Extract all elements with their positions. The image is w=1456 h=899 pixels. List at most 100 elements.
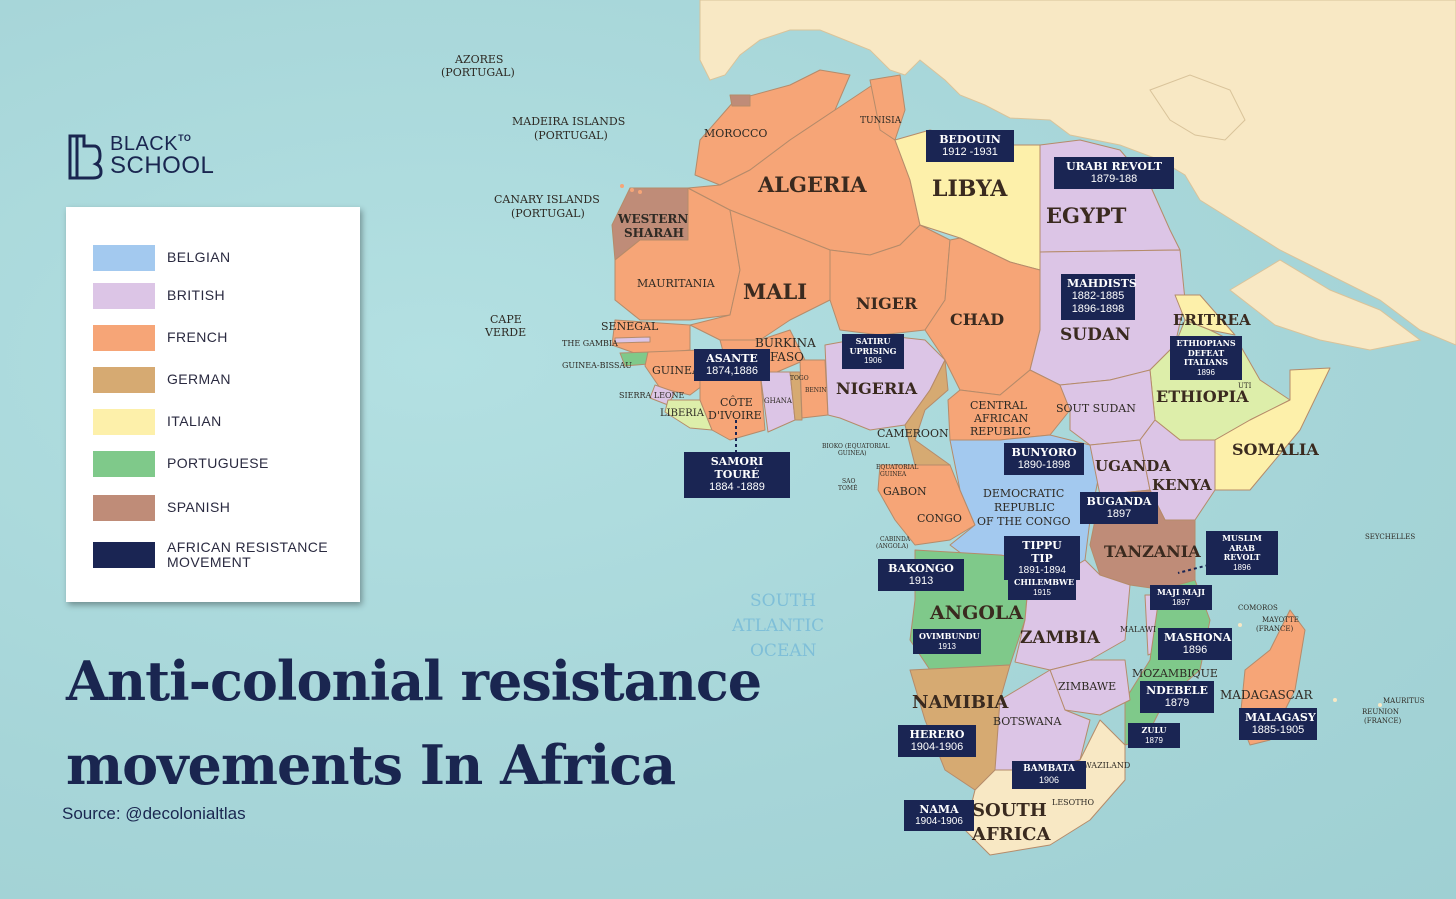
label-canary-1: CANARY ISLANDS — [494, 193, 600, 206]
logo-school: SCHOOL — [110, 152, 215, 179]
liberia-region — [664, 399, 713, 431]
label-morocco: MOROCCO — [704, 127, 767, 140]
legend-swatch — [93, 451, 155, 477]
label-somalia: SOMALIA — [1232, 440, 1319, 459]
label-congo: CONGO — [917, 512, 962, 525]
legend-label: BELGIAN — [167, 249, 231, 266]
label-gabon: GABON — [883, 485, 927, 498]
label-guinea: GUINEA — [652, 364, 701, 377]
resistance-box-bakongo: BAKONGO 1913 — [878, 559, 964, 592]
label-mayotte-2: (FRANCE) — [1256, 625, 1294, 633]
resistance-box-maji-maji: MAJI MAJI 1897 — [1150, 585, 1212, 611]
book-logo-icon — [68, 134, 103, 180]
logo-to: TO — [178, 133, 192, 143]
legend-swatch — [93, 409, 155, 435]
label-eq-guinea-2: GUINEA — [880, 471, 907, 478]
resistance-box-muslim-arab: MUSLIM ARAB REVOLT 1896 — [1206, 531, 1278, 576]
resistance-box-nama: NAMA 1904-1906 — [904, 800, 974, 832]
label-canary-2: (PORTUGAL) — [511, 207, 585, 220]
label-cote-2: D'IVOIRE — [708, 409, 762, 422]
label-eritrea: ERITREA — [1173, 311, 1251, 329]
label-angola: ANGOLA — [929, 602, 1023, 624]
resistance-box-satiru: SATIRU UPRISING 1906 — [842, 334, 904, 369]
small-labels: MOROCCO TUNISIA MAURITANIA WESTERN SHARA… — [441, 53, 1425, 807]
legend-label: FRENCH — [167, 329, 228, 346]
label-nigeria: NIGERIA — [836, 379, 918, 398]
eurasia-landmass — [699, 0, 1456, 351]
resistance-box-buganda: BUGANDA 1897 — [1080, 492, 1158, 525]
label-azores-2: (PORTUGAL) — [441, 66, 515, 79]
togo-region — [789, 371, 803, 421]
svg-text:SOUTH: SOUTH — [750, 591, 816, 611]
label-uganda: UGANDA — [1095, 457, 1171, 475]
gabon-congo-region — [877, 464, 976, 546]
country-labels: ALGERIA LIBYA EGYPT MALI NIGER CHAD SUDA… — [743, 172, 1319, 845]
label-eq-guinea-1: EQUATORIAL — [876, 464, 918, 471]
label-libya: LIBYA — [932, 176, 1008, 202]
legend-label: ITALIAN — [167, 413, 222, 430]
legend-swatch — [93, 245, 155, 271]
label-comoros: COMOROS — [1238, 604, 1278, 612]
label-cape-verde-1: CAPE — [490, 313, 522, 326]
label-cote-1: CÔTE — [720, 395, 753, 409]
label-ghana: GHANA — [764, 397, 793, 405]
label-western-sahara-1: WESTERN — [617, 212, 688, 226]
label-madeira-1: MADEIRA ISLANDS — [512, 115, 625, 128]
label-drc-3: OF THE CONGO — [977, 515, 1070, 528]
label-drc-2: REPUBLIC — [994, 501, 1055, 514]
legend-swatch — [93, 495, 155, 521]
resistance-box-bambata: BAMBATA 1906 — [1012, 761, 1086, 789]
label-niger: NIGER — [856, 294, 918, 313]
label-car-2: AFRICAN — [973, 412, 1029, 425]
resistance-box-ndebele: NDEBELE 1879 — [1140, 681, 1214, 714]
label-cameroon: CAMEROON — [877, 427, 949, 440]
label-kenya: KENYA — [1152, 476, 1212, 494]
logo-black: BLACK — [110, 133, 179, 155]
label-malawi: MALAWI — [1120, 625, 1156, 634]
resistance-box-tippu-tip: TIPPU TIP 1891-1894 — [1004, 536, 1080, 581]
resistance-box-malagasy: MALAGASY 1885-1905 — [1239, 708, 1317, 741]
label-algeria: ALGERIA — [757, 172, 867, 197]
label-mauritania: MAURITANIA — [637, 277, 716, 290]
resistance-box-mahdists: MAHDISTS 1882-1885 1896-1898 — [1061, 274, 1137, 320]
resistance-box-urabi: URABI REVOLT 1879-188 — [1054, 157, 1174, 190]
legend-label: GERMAN — [167, 371, 231, 388]
legend-label: SPANISH — [167, 499, 231, 516]
title-line-2: movements In Africa — [66, 732, 676, 797]
legend-label: AFRICAN RESISTANCE MOVEMENT — [167, 539, 328, 571]
legend-item-belgian: BELGIAN — [93, 245, 231, 271]
label-gambia: THE GAMBIA — [562, 339, 618, 348]
ocean-label: SOUTH ATLANTIC OCEAN — [731, 591, 824, 661]
car-region — [947, 369, 1071, 441]
resistance-box-chilembwe: CHILEMBWE 1915 — [1008, 575, 1076, 601]
svg-text:ATLANTIC: ATLANTIC — [731, 616, 824, 636]
label-namibia: NAMIBIA — [912, 692, 1009, 713]
resistance-box-bunyoro: BUNYORO 1890-1898 — [1004, 443, 1084, 476]
label-benin: BENIN — [805, 387, 827, 394]
label-madagascar: MADAGASCAR — [1220, 688, 1314, 702]
label-south-sudan: SOUT SUDAN — [1056, 402, 1136, 415]
label-burkina-2: FASO — [770, 350, 804, 364]
gambia-region — [614, 336, 651, 344]
label-burkina-1: BURKINA — [755, 336, 816, 350]
label-mozambique: MOZAMBIQUE — [1132, 667, 1218, 680]
title-line-1: Anti-colonial resistance — [66, 649, 762, 713]
label-cabinda-1: CABINDA — [880, 536, 911, 543]
ifni-region — [729, 94, 751, 107]
label-zambia: ZAMBIA — [1020, 628, 1101, 648]
label-seychelles: SEYCHELLES — [1365, 533, 1415, 541]
label-egypt: EGYPT — [1046, 203, 1127, 228]
resistance-box-samori: SAMORI TOURÉ 1884 -1889 — [684, 452, 790, 498]
legend-item-italian: ITALIAN — [93, 409, 222, 435]
label-sudan: SUDAN — [1060, 325, 1131, 345]
label-south-africa-2: AFRICA — [971, 824, 1051, 845]
label-guinea-bissau: GUINEA-BISSAU — [562, 361, 632, 370]
legend-swatch — [93, 325, 155, 351]
resistance-box-asante: ASANTE 1874,1886 — [694, 349, 770, 382]
label-reunion-2: (FRANCE) — [1364, 717, 1402, 725]
resistance-box-ethiopians: ETHIOPIANS DEFEAT ITALIANS 1896 — [1170, 336, 1242, 381]
label-cabinda-2: (ANGOLA) — [876, 543, 908, 550]
label-liberia: LIBERIA — [660, 408, 705, 419]
brand-logo: BLACKTO SCHOOL — [66, 132, 214, 180]
